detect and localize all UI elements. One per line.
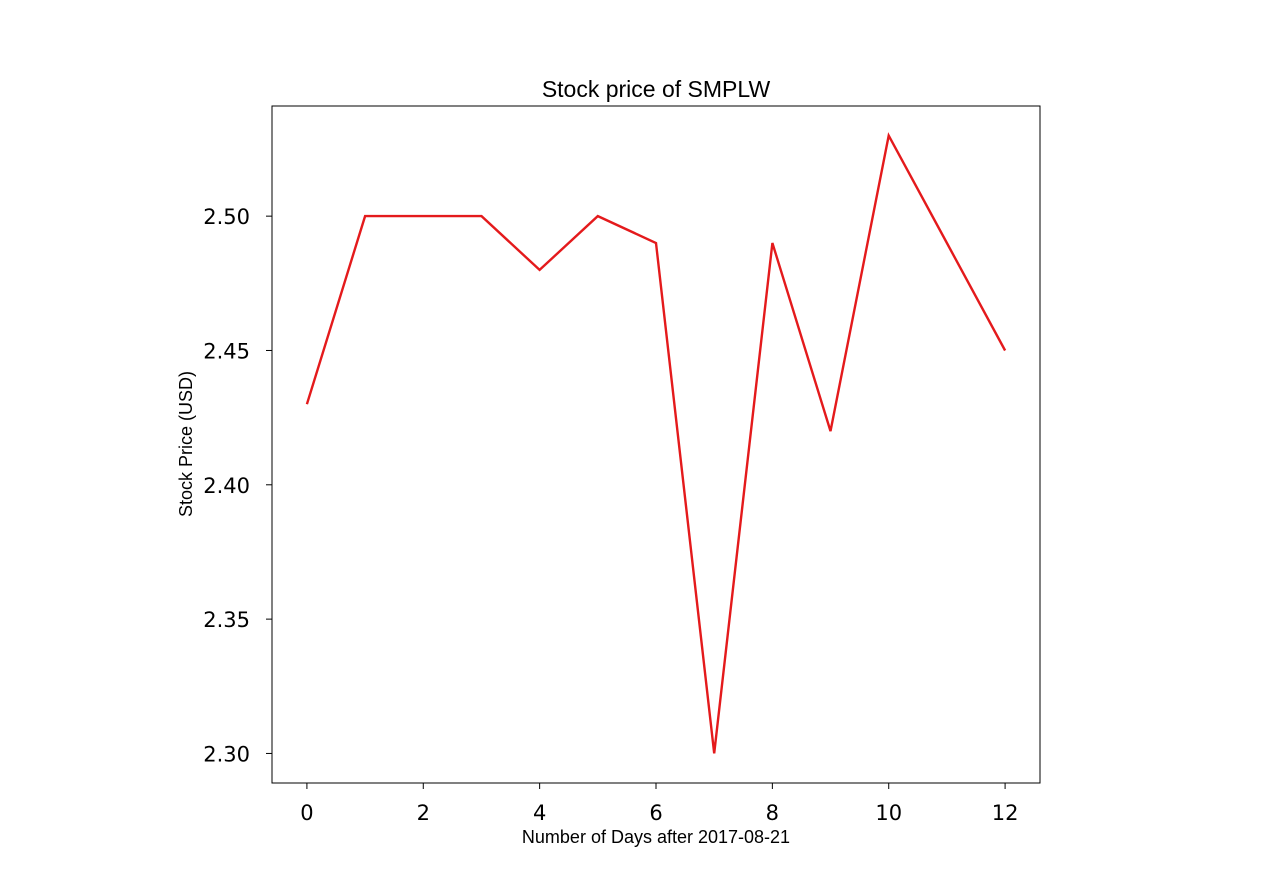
y-axis-ticks: 2.30 2.35 2.40 2.45 2.50 (203, 205, 272, 766)
x-tick-label: 8 (766, 801, 779, 825)
x-tick-label: 0 (300, 801, 313, 825)
plot-frame (271, 105, 1041, 784)
price-series-line (305, 132, 1007, 754)
y-tick-label: 2.40 (203, 474, 250, 498)
y-tick-label: 2.35 (203, 608, 250, 632)
x-axis-label: Number of Days after 2017-08-21 (522, 827, 790, 847)
chart-title: Stock price of SMPLW (542, 76, 771, 102)
y-tick-label: 2.50 (203, 205, 250, 229)
x-tick-label: 6 (649, 801, 662, 825)
y-tick-label: 2.45 (203, 339, 250, 363)
y-tick-label: 2.30 (203, 742, 250, 766)
x-tick-label: 12 (992, 801, 1019, 825)
x-tick-label: 2 (417, 801, 430, 825)
x-tick-label: 10 (875, 801, 902, 825)
x-axis-ticks: 0 2 4 6 8 10 12 (300, 783, 1018, 825)
y-axis-label: Stock Price (USD) (176, 371, 196, 517)
x-tick-label: 4 (533, 801, 546, 825)
